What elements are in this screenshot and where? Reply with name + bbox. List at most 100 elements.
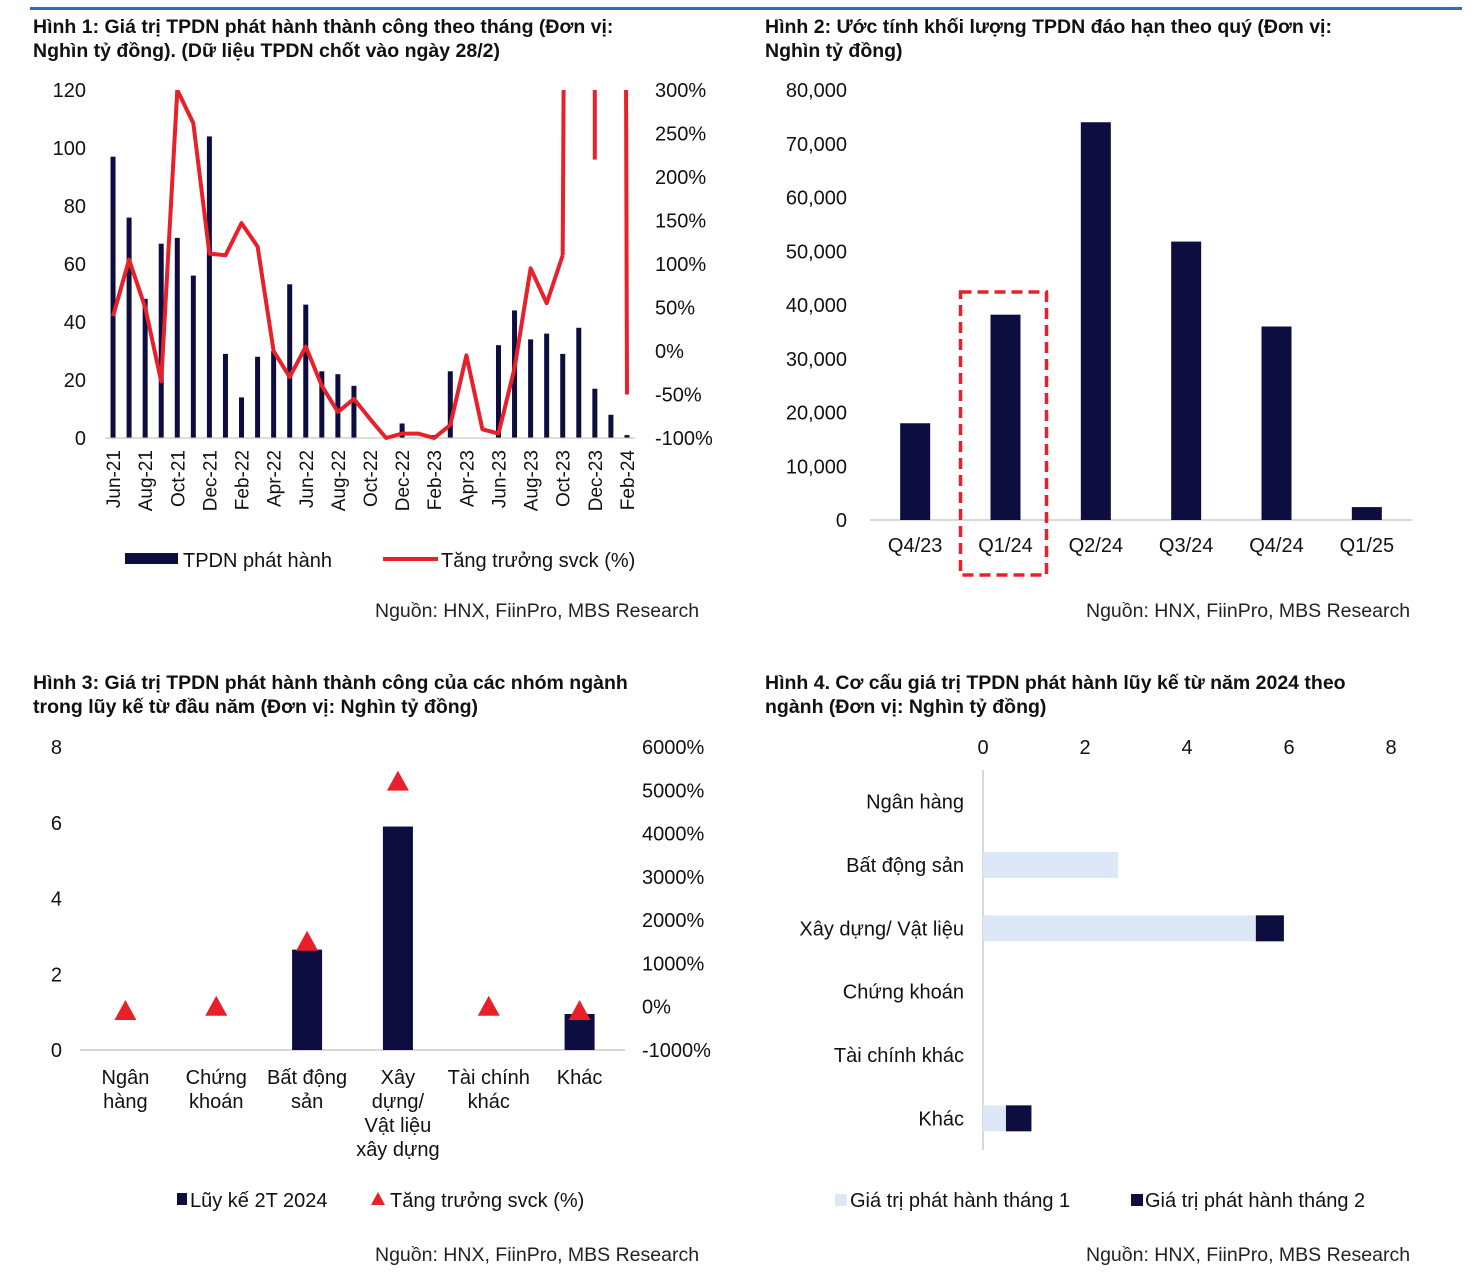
bar-month2 (1255, 915, 1284, 942)
y-right-tick-label: -1000% (642, 1040, 711, 1062)
y-tick-label: Khác (918, 1108, 964, 1130)
legend-marker-label: Tăng trưởng svck (%) (390, 1190, 584, 1212)
legend-bar-swatch (177, 1193, 187, 1205)
bar (206, 136, 212, 438)
y-right-tick-label: -100% (655, 428, 713, 450)
x-tick-label: Q1/25 (1340, 535, 1394, 557)
chart2-source: Nguồn: HNX, FiinPro, MBS Research (1086, 600, 1411, 622)
growth-marker (477, 995, 500, 1016)
bar (608, 414, 614, 438)
y-tick-label: 0 (836, 510, 847, 532)
x-tick-label: Jun-23 (489, 450, 510, 508)
y-right-tick-label: 250% (655, 124, 706, 146)
x-tick-label: khoán (189, 1091, 244, 1113)
bar (576, 327, 582, 438)
y-right-tick-label: 0% (655, 341, 684, 363)
chart3-title-line1: Hình 3: Giá trị TPDN phát hành thành côn… (33, 672, 628, 694)
growth-marker (205, 995, 228, 1016)
bar (592, 388, 598, 438)
y-right-tick-label: -50% (655, 385, 702, 407)
bar (255, 356, 261, 438)
x-tick-label: Aug-21 (136, 450, 157, 511)
bar (382, 826, 413, 1050)
chart1-issuance-monthly: 0 20 40 60 80 100 120 -100% -50% 0% 50% 100% 150% 200… (53, 80, 713, 572)
growth-marker (296, 930, 319, 951)
y-right-tick-label: 3000% (642, 867, 704, 889)
y-right-tick-label: 5000% (642, 780, 704, 802)
bar-month2 (1005, 1105, 1032, 1132)
x-tick-label: Chứng (186, 1067, 247, 1089)
bar (319, 371, 325, 438)
x-tick-label: Dec-23 (586, 450, 607, 511)
bar (142, 298, 148, 438)
x-tick-label: Ngân (102, 1067, 150, 1089)
chart2-maturity-quarterly: 0 10,000 20,000 30,000 40,000 50,000 60,000 70,… (786, 80, 1412, 577)
growth-marker (568, 1000, 591, 1021)
y-tick-label: Ngân hàng (866, 792, 964, 814)
chart3-title-line2: trong lũy kế từ đầu năm (Đơn vị: Nghìn t… (33, 696, 479, 718)
y-tick-label: 20,000 (786, 403, 847, 425)
y-tick-label: Xây dựng/ Vật liệu (799, 918, 964, 940)
x-tick-label: Aug-23 (522, 450, 543, 511)
x-tick-label: Xây (381, 1067, 415, 1089)
bar-month1 (983, 852, 1119, 878)
chart3-source: Nguồn: HNX, FiinPro, MBS Research (375, 1244, 700, 1266)
y-right-tick-label: 100% (655, 254, 706, 276)
legend-line-label: Tăng trưởng svck (%) (441, 550, 635, 572)
bar (447, 371, 453, 438)
y-tick-label: 30,000 (786, 349, 847, 371)
x-tick-label: 2 (1079, 737, 1090, 759)
bar (544, 333, 550, 438)
bar (528, 339, 534, 438)
legend-s2-swatch (1131, 1194, 1143, 1206)
legend-bar-label: Lũy kế 2T 2024 (190, 1190, 328, 1212)
y-left-tick-label: 2 (51, 964, 62, 986)
bar (335, 374, 341, 438)
bar (351, 385, 357, 438)
bar (239, 397, 245, 438)
x-tick-label: 8 (1385, 737, 1396, 759)
y-right-tick-label: 6000% (642, 737, 704, 759)
bar (110, 156, 116, 438)
x-tick-label: Dec-22 (393, 450, 414, 511)
x-tick-label: Dec-21 (200, 450, 221, 511)
x-tick-label: dựng/ (372, 1091, 425, 1113)
y-left-tick-label: 40 (64, 312, 86, 334)
chart1-title-line2: Nghìn tỷ đồng). (Dữ liệu TPDN chốt vào n… (33, 40, 500, 62)
x-tick-label: Oct-22 (361, 450, 382, 507)
bar (1351, 507, 1382, 520)
y-tick-label: 70,000 (786, 134, 847, 156)
y-right-tick-label: 4000% (642, 824, 704, 846)
y-left-tick-label: 100 (53, 138, 86, 160)
y-left-tick-label: 8 (51, 737, 62, 759)
legend-s1-swatch (835, 1194, 847, 1206)
y-right-tick-label: 0% (642, 997, 671, 1019)
y-right-tick-label: 2000% (642, 910, 704, 932)
y-tick-label: Chứng khoán (843, 982, 964, 1004)
y-tick-label: 60,000 (786, 188, 847, 210)
bar (900, 423, 931, 520)
highlight-box (958, 290, 1049, 577)
x-tick-label: hàng (103, 1091, 148, 1113)
x-tick-label: Feb-22 (233, 450, 254, 510)
y-right-tick-label: 1000% (642, 953, 704, 975)
legend-marker-swatch (371, 1192, 385, 1205)
bar (190, 275, 196, 438)
x-tick-label: Q3/24 (1159, 535, 1213, 557)
chart4-title-line1: Hình 4. Cơ cấu giá trị TPDN phát hành lũ… (765, 672, 1346, 694)
y-left-tick-label: 6 (51, 813, 62, 835)
growth-marker (386, 770, 409, 791)
x-tick-label: Q4/24 (1249, 535, 1303, 557)
x-tick-label: 6 (1283, 737, 1294, 759)
bar (1080, 122, 1111, 520)
y-tick-label: 10,000 (786, 456, 847, 478)
x-tick-label: Aug-22 (329, 450, 350, 511)
bar (174, 237, 180, 438)
x-tick-label: Q2/24 (1069, 535, 1123, 557)
chart1-title-line1: Hình 1: Giá trị TPDN phát hành thành côn… (33, 16, 614, 38)
x-tick-label: Apr-23 (457, 450, 478, 507)
growth-line (111, 90, 629, 440)
y-right-tick-label: 300% (655, 80, 706, 102)
x-tick-label: 4 (1181, 737, 1192, 759)
bar (292, 949, 323, 1050)
